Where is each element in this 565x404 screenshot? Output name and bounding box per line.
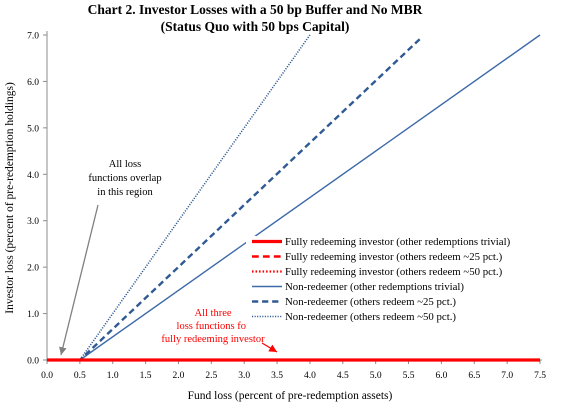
annotation-overlap-text: All loss xyxy=(109,159,141,170)
y-tick-label: 5.0 xyxy=(27,124,39,134)
legend-background xyxy=(246,236,565,336)
legend-label: Fully redeeming investor (others redeem … xyxy=(285,266,503,278)
y-tick-label: 6.0 xyxy=(27,78,39,88)
annotation-overlap-arrow xyxy=(59,204,99,356)
legend: Fully redeeming investor (other redempti… xyxy=(246,236,565,336)
x-tick-label: 1.5 xyxy=(140,371,152,381)
y-tick-label: 1.0 xyxy=(27,310,39,320)
x-tick-label: 5.0 xyxy=(370,371,382,381)
annotation-redeeming-arrow xyxy=(261,342,278,353)
x-tick-label: 6.5 xyxy=(468,371,480,381)
chart-subtitle: (Status Quo with 50 bps Capital) xyxy=(161,19,350,34)
legend-label: Fully redeeming investor (others redeem … xyxy=(285,251,503,263)
y-tick-label: 0.0 xyxy=(27,357,39,367)
x-tick-label: 6.0 xyxy=(435,371,447,381)
x-tick-label: 2.5 xyxy=(205,371,217,381)
legend-label: Non-redeemer (others redeem ~50 pct.) xyxy=(285,311,456,323)
x-tick-label: 7.0 xyxy=(501,371,513,381)
annotation-redeeming-text: All three xyxy=(194,308,231,319)
annotation-redeeming-text: fully redeeming investor xyxy=(161,334,265,345)
annotation-redeeming-text: loss functions for xyxy=(177,321,250,332)
x-axis: 0.0 0.5 1.0 1.5 2.0 2.5 3.0 3.5 4.0 4.5 5.0 5.5 6.0 6… xyxy=(41,359,546,381)
y-axis-label: Investor loss (percent of pre-redemption… xyxy=(4,82,16,314)
x-axis-label: Fund loss (percent of pre-redemption ass… xyxy=(188,390,393,402)
y-tick-label: 7.0 xyxy=(27,32,39,42)
y-tick-label: 4.0 xyxy=(27,171,39,181)
series-layer xyxy=(47,34,541,362)
x-tick-label: 0.5 xyxy=(74,371,86,381)
y-tick-label: 2.0 xyxy=(27,264,39,274)
chart-title: Chart 2. Investor Losses with a 50 bp Bu… xyxy=(88,2,423,17)
x-tick-label: 4.5 xyxy=(337,371,349,381)
x-tick-label: 5.5 xyxy=(403,371,415,381)
legend-label: Fully redeeming investor (other redempti… xyxy=(285,236,511,248)
annotation-overlap-text: in this region xyxy=(97,187,153,198)
x-tick-label: 0.0 xyxy=(41,371,53,381)
legend-label: Non-redeemer (others redeem ~25 pct.) xyxy=(285,296,456,308)
y-axis: 0.0 1.0 2.0 3.0 4.0 5.0 6.0 7.0 xyxy=(27,31,48,367)
x-tick-label: 4.0 xyxy=(304,371,316,381)
legend-label: Non-redeemer (other redemptions trivial) xyxy=(285,281,464,293)
x-tick-label: 3.0 xyxy=(238,371,250,381)
x-tick-label: 1.0 xyxy=(107,371,119,381)
annotation-layer: All loss functions overlap in this region A… xyxy=(59,159,278,356)
x-tick-label: 3.5 xyxy=(271,371,283,381)
y-tick-label: 3.0 xyxy=(27,217,39,227)
x-tick-label: 7.5 xyxy=(534,371,546,381)
x-tick-label: 2.0 xyxy=(173,371,185,381)
annotation-overlap-text: functions overlap xyxy=(88,173,161,184)
